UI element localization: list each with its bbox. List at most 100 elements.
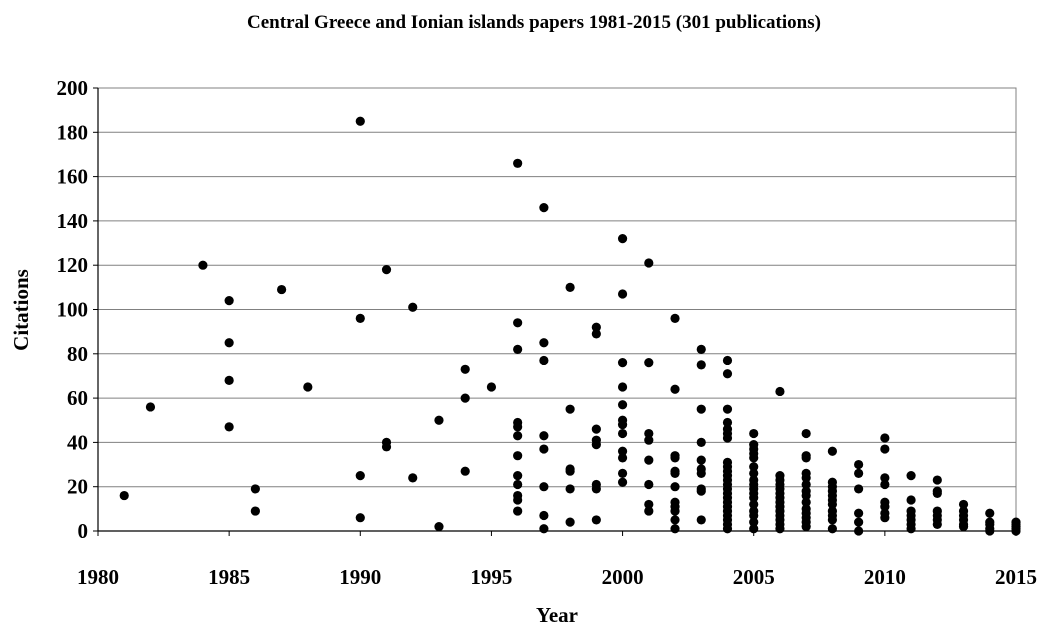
data-point: [513, 431, 523, 441]
data-point: [696, 360, 706, 370]
data-point: [749, 453, 759, 463]
data-point: [749, 428, 759, 439]
data-point: [775, 524, 785, 534]
data-point: [854, 526, 864, 536]
data-point: [644, 258, 654, 268]
y-tick-label: 0: [78, 519, 89, 543]
data-point: [670, 482, 680, 492]
data-point: [224, 338, 234, 348]
data-point: [670, 524, 680, 534]
data-point: [880, 444, 890, 454]
x-tick-label: 1980: [77, 565, 119, 589]
data-point: [460, 393, 470, 403]
data-point: [644, 479, 654, 490]
data-point: [539, 431, 549, 441]
y-tick-label: 60: [67, 386, 88, 410]
gridlines: [98, 87, 1016, 488]
y-tick-label: 160: [57, 165, 89, 189]
data-point: [145, 402, 156, 412]
data-point: [696, 455, 706, 465]
data-point: [722, 433, 733, 443]
data-point: [670, 515, 680, 525]
data-point: [591, 329, 601, 339]
data-point: [670, 468, 680, 479]
data-point: [565, 466, 575, 476]
data-point: [749, 493, 759, 503]
data-point: [381, 265, 392, 275]
data-point: [854, 508, 864, 518]
data-point: [460, 466, 470, 476]
data-point: [617, 428, 628, 439]
data-point: [696, 404, 706, 414]
data-point: [906, 471, 916, 481]
data-point: [617, 234, 628, 244]
data-point: [749, 510, 759, 521]
data-point: [985, 508, 995, 518]
x-tick-label: 2000: [602, 565, 644, 589]
y-tick-label: 120: [57, 253, 89, 277]
data-point: [617, 289, 628, 299]
data-point: [749, 517, 759, 527]
data-point: [565, 484, 575, 494]
data-point: [539, 482, 549, 492]
x-tick-label: 2005: [733, 565, 775, 589]
x-tick-label: 1990: [339, 565, 381, 589]
data-point: [880, 479, 890, 490]
data-point: [539, 524, 549, 534]
data-point: [854, 468, 864, 479]
data-point: [749, 462, 759, 472]
data-point: [513, 422, 523, 432]
data-point: [224, 296, 234, 306]
data-point: [591, 440, 601, 450]
data-point: [644, 499, 654, 510]
data-point: [513, 471, 523, 481]
y-tick-label: 100: [57, 298, 89, 322]
data-point: [355, 471, 365, 481]
data-point: [434, 521, 444, 532]
y-tick-label: 200: [57, 76, 89, 100]
data-point: [513, 344, 523, 354]
data-point: [644, 435, 654, 445]
data-point: [801, 428, 811, 439]
y-tick-label: 80: [67, 342, 88, 366]
data-point: [985, 526, 995, 536]
data-point: [827, 499, 838, 510]
data-point: [958, 521, 969, 532]
data-point: [932, 519, 942, 529]
y-axis-label: Citations: [9, 269, 33, 351]
data-point: [591, 484, 601, 494]
data-point: [958, 499, 969, 510]
data-point: [749, 468, 759, 479]
data-point: [250, 506, 260, 516]
data-point: [355, 513, 365, 523]
data-point: [355, 116, 365, 126]
data-point: [906, 495, 916, 505]
data-point: [722, 369, 733, 379]
data-point: [565, 404, 575, 414]
data-point: [617, 477, 628, 487]
x-axis-label: Year: [536, 603, 578, 627]
data-point: [513, 318, 523, 328]
data-point: [722, 524, 733, 534]
data-point: [801, 479, 811, 490]
data-point: [617, 453, 628, 463]
data-point: [198, 260, 208, 270]
data-point: [539, 338, 549, 348]
data-point: [827, 524, 838, 534]
data-point: [801, 490, 811, 501]
data-point: [880, 473, 890, 483]
data-point: [749, 524, 759, 534]
data-point: [617, 468, 628, 479]
data-point: [591, 515, 601, 525]
data-point: [722, 404, 733, 414]
data-point: [880, 433, 890, 443]
data-point: [644, 358, 654, 368]
data-point: [408, 473, 418, 483]
data-point: [277, 284, 287, 295]
data-point: [696, 486, 706, 496]
data-point: [880, 513, 890, 523]
data-point: [670, 313, 680, 323]
data-point: [539, 203, 549, 213]
